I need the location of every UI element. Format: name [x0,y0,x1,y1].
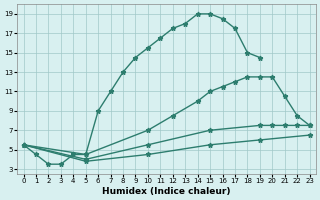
X-axis label: Humidex (Indice chaleur): Humidex (Indice chaleur) [102,187,231,196]
